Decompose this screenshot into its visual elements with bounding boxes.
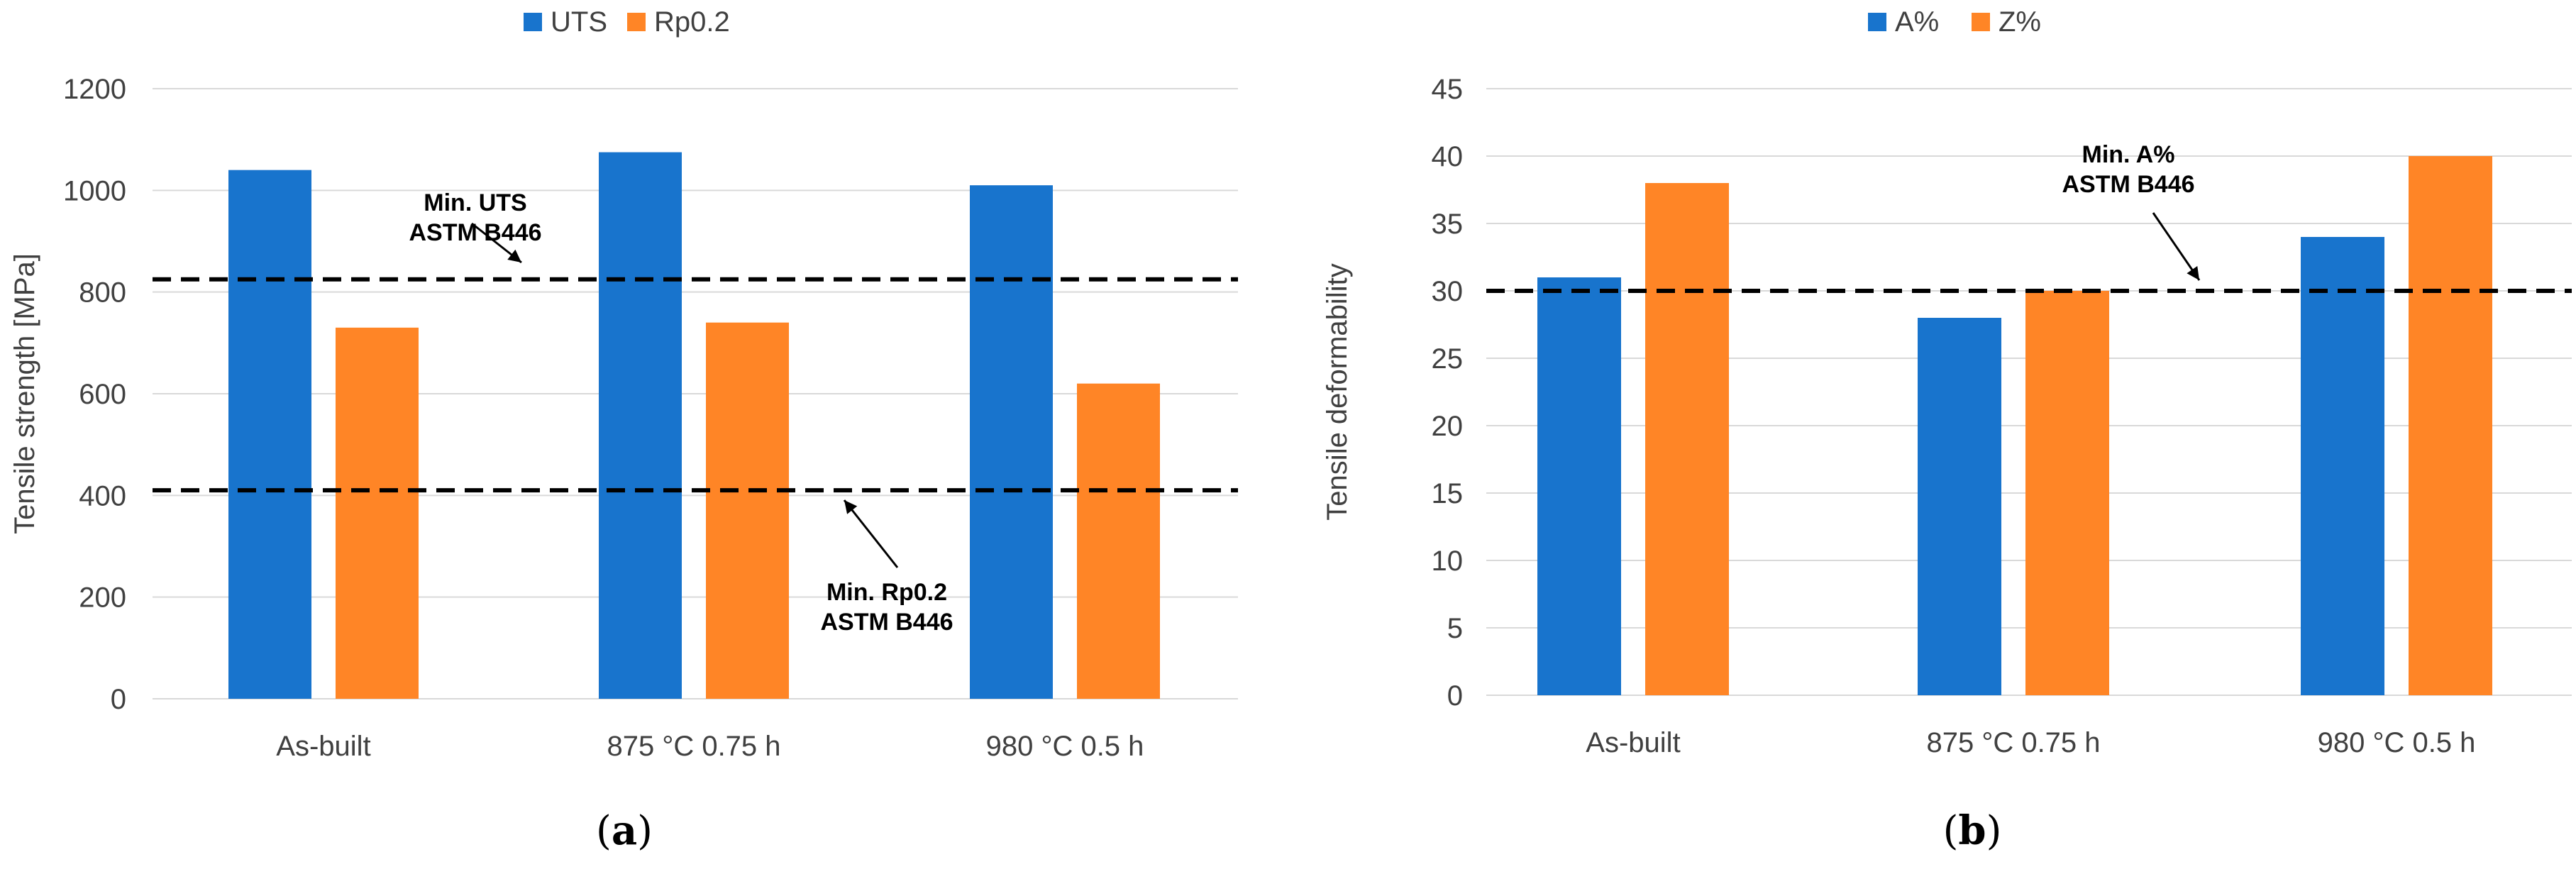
- y-tick-label: 1200: [63, 74, 126, 105]
- bar-rp02-2: [706, 322, 789, 699]
- legend-label: Rp0.2: [654, 6, 730, 38]
- reference-annotation-label: ASTM B446: [820, 609, 953, 636]
- y-axis-label: Tensile deformability: [1322, 263, 1353, 520]
- bar-z-1: [1645, 183, 1729, 695]
- y-tick-label: 40: [1432, 141, 1464, 172]
- y-tick-label: 200: [79, 582, 126, 614]
- x-category-label: 980 °C 0.5 h: [2318, 727, 2476, 758]
- y-tick-label: 10: [1432, 546, 1464, 577]
- y-tick-label: 0: [1447, 680, 1463, 712]
- bar-uts-3: [970, 185, 1053, 699]
- bar-a-1: [1537, 277, 1621, 695]
- legend-swatch: [1972, 13, 1990, 31]
- panel-label: (b): [1943, 807, 2002, 854]
- annotation-arrowhead: [844, 500, 858, 514]
- reference-annotation-label: Min. UTS: [424, 189, 526, 216]
- bar-rp02-1: [336, 327, 419, 699]
- annotation-arrow: [843, 499, 899, 568]
- x-category-label: As-built: [1586, 727, 1680, 758]
- y-tick-label: 600: [79, 379, 126, 410]
- bar-uts-2: [599, 152, 682, 699]
- y-axis-label: Tensile strength [MPa]: [9, 253, 40, 534]
- x-category-label: As-built: [276, 731, 370, 762]
- annotation-arrow: [2152, 212, 2201, 281]
- y-tick-label: 5: [1447, 613, 1463, 644]
- y-tick-label: 800: [79, 277, 126, 309]
- legend-label: Z%: [1999, 6, 2041, 38]
- bar-a-2: [1918, 318, 2001, 695]
- x-category-label: 980 °C 0.5 h: [986, 731, 1144, 762]
- reference-annotation-label: ASTM B446: [2062, 171, 2194, 198]
- bar-rp02-3: [1077, 383, 1160, 699]
- y-tick-label: 45: [1432, 74, 1464, 105]
- reference-annotation-label: Min. A%: [2082, 141, 2175, 168]
- legend-swatch: [1868, 13, 1886, 31]
- bar-a-3: [2301, 237, 2384, 695]
- reference-annotation-label: ASTM B446: [409, 219, 541, 246]
- y-tick-label: 1000: [63, 175, 126, 206]
- annotation-arrowhead: [507, 249, 521, 262]
- y-tick-label: 25: [1432, 343, 1464, 375]
- legend-swatch: [524, 13, 542, 31]
- bar-uts-1: [228, 170, 311, 699]
- chart-panel-b: 0 5 10 15 20 25 30 35 40 45 As-built 875 °C 0.75 h 9…: [1322, 6, 2572, 854]
- y-tick-label: 0: [111, 684, 126, 715]
- x-category-label: 875 °C 0.75 h: [1926, 727, 2100, 758]
- y-tick-label: 30: [1432, 276, 1464, 307]
- annotation-arrowhead: [2187, 266, 2199, 280]
- panel-label: (a): [596, 807, 653, 854]
- legend-label: UTS: [551, 6, 607, 38]
- y-tick-label: 15: [1432, 478, 1464, 509]
- y-tick-label: 20: [1432, 411, 1464, 442]
- chart-panel-a: 0 200 400 600 800 1000 1200 As-built 875 °C 0.75…: [9, 6, 1238, 854]
- bar-z-3: [2409, 156, 2492, 695]
- y-tick-label: 35: [1432, 209, 1464, 240]
- bar-z-2: [2025, 291, 2109, 695]
- x-category-label: 875 °C 0.75 h: [607, 731, 780, 762]
- reference-annotation-label: Min. Rp0.2: [827, 579, 947, 606]
- legend-label: A%: [1895, 6, 1939, 38]
- y-tick-label: 400: [79, 480, 126, 511]
- legend-swatch: [627, 13, 646, 31]
